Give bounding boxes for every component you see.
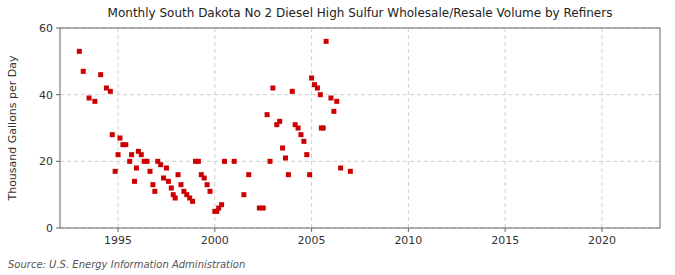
point <box>113 169 118 174</box>
point <box>161 176 166 181</box>
point <box>164 166 169 171</box>
x-tick-label: 2015 <box>491 234 519 247</box>
grid-line-x <box>505 28 506 228</box>
x-tick-label: 2000 <box>201 234 229 247</box>
point <box>127 159 132 164</box>
y-tick-label: 20 <box>39 155 53 168</box>
point <box>158 162 163 167</box>
y-tick <box>56 228 60 229</box>
point <box>338 166 343 171</box>
point <box>324 39 329 44</box>
title: Monthly South Dakota No 2 Diesel High Su… <box>108 6 613 20</box>
point <box>270 86 275 91</box>
point <box>169 186 174 191</box>
grid <box>60 28 660 228</box>
x-tick-label: 2005 <box>298 234 326 247</box>
grid-line-y <box>60 161 660 162</box>
point <box>87 96 92 101</box>
y-tick-label: 40 <box>39 89 53 102</box>
x-tick-label: 2020 <box>588 234 616 247</box>
point <box>328 96 333 101</box>
point <box>219 202 224 207</box>
y-tick-label: 60 <box>39 22 53 35</box>
point <box>123 142 128 147</box>
point <box>286 172 291 177</box>
point <box>116 152 121 157</box>
point <box>81 69 86 74</box>
point <box>222 159 227 164</box>
point <box>205 182 210 187</box>
point <box>261 206 266 211</box>
x-tick <box>214 228 215 232</box>
point <box>331 109 336 114</box>
grid-line-x <box>311 28 312 228</box>
point <box>148 169 153 174</box>
point <box>190 199 195 204</box>
x-tick <box>118 228 119 232</box>
grid-line-x <box>601 28 602 228</box>
x-tick-label: 2010 <box>394 234 422 247</box>
point <box>134 166 139 171</box>
plot-frame <box>60 28 660 228</box>
point <box>246 172 251 177</box>
point <box>301 139 306 144</box>
point <box>145 159 150 164</box>
y-axis-label: Thousand Gallons per Day <box>6 55 19 202</box>
grid-line-y <box>60 94 660 95</box>
point <box>283 156 288 161</box>
point <box>110 132 115 137</box>
point <box>173 196 178 201</box>
point <box>334 99 339 104</box>
x-tick <box>601 228 602 232</box>
point <box>139 152 144 157</box>
point <box>196 159 201 164</box>
point <box>77 49 82 54</box>
chart: 1995 2000 2005 2010 2015 2020 0 20 40 60 Monthly S… <box>0 0 675 275</box>
point <box>118 136 123 141</box>
point <box>176 172 181 177</box>
x-tick <box>408 228 409 232</box>
point <box>318 92 323 97</box>
point <box>315 86 320 91</box>
point <box>298 132 303 137</box>
point <box>348 169 353 174</box>
y-tick <box>56 94 60 95</box>
point <box>92 99 97 104</box>
y-tick <box>56 161 60 162</box>
point <box>280 146 285 151</box>
point <box>241 192 246 197</box>
point <box>108 89 113 94</box>
x-tick-label: 1995 <box>104 234 132 247</box>
point <box>129 152 134 157</box>
y-tick-label: 0 <box>46 222 53 235</box>
point <box>307 172 312 177</box>
point <box>132 179 137 184</box>
x-tick <box>311 228 312 232</box>
x-tick <box>505 228 506 232</box>
point <box>268 159 273 164</box>
source-note: Source: U.S. Energy Information Administ… <box>8 259 245 270</box>
point <box>321 126 326 131</box>
point <box>98 72 103 77</box>
point <box>290 89 295 94</box>
point <box>208 189 213 194</box>
point <box>166 179 171 184</box>
point <box>296 126 301 131</box>
point <box>304 152 309 157</box>
point <box>265 112 270 117</box>
points <box>77 39 353 214</box>
y-tick <box>56 28 60 29</box>
point <box>178 182 183 187</box>
grid-line-x <box>118 28 119 228</box>
point <box>150 182 155 187</box>
point <box>309 76 314 81</box>
grid-line-x <box>214 28 215 228</box>
grid-line-x <box>408 28 409 228</box>
axes: 1995 2000 2005 2010 2015 2020 0 20 40 60 <box>39 22 616 247</box>
point <box>232 159 237 164</box>
point <box>152 189 157 194</box>
point <box>277 119 282 124</box>
point <box>202 176 207 181</box>
